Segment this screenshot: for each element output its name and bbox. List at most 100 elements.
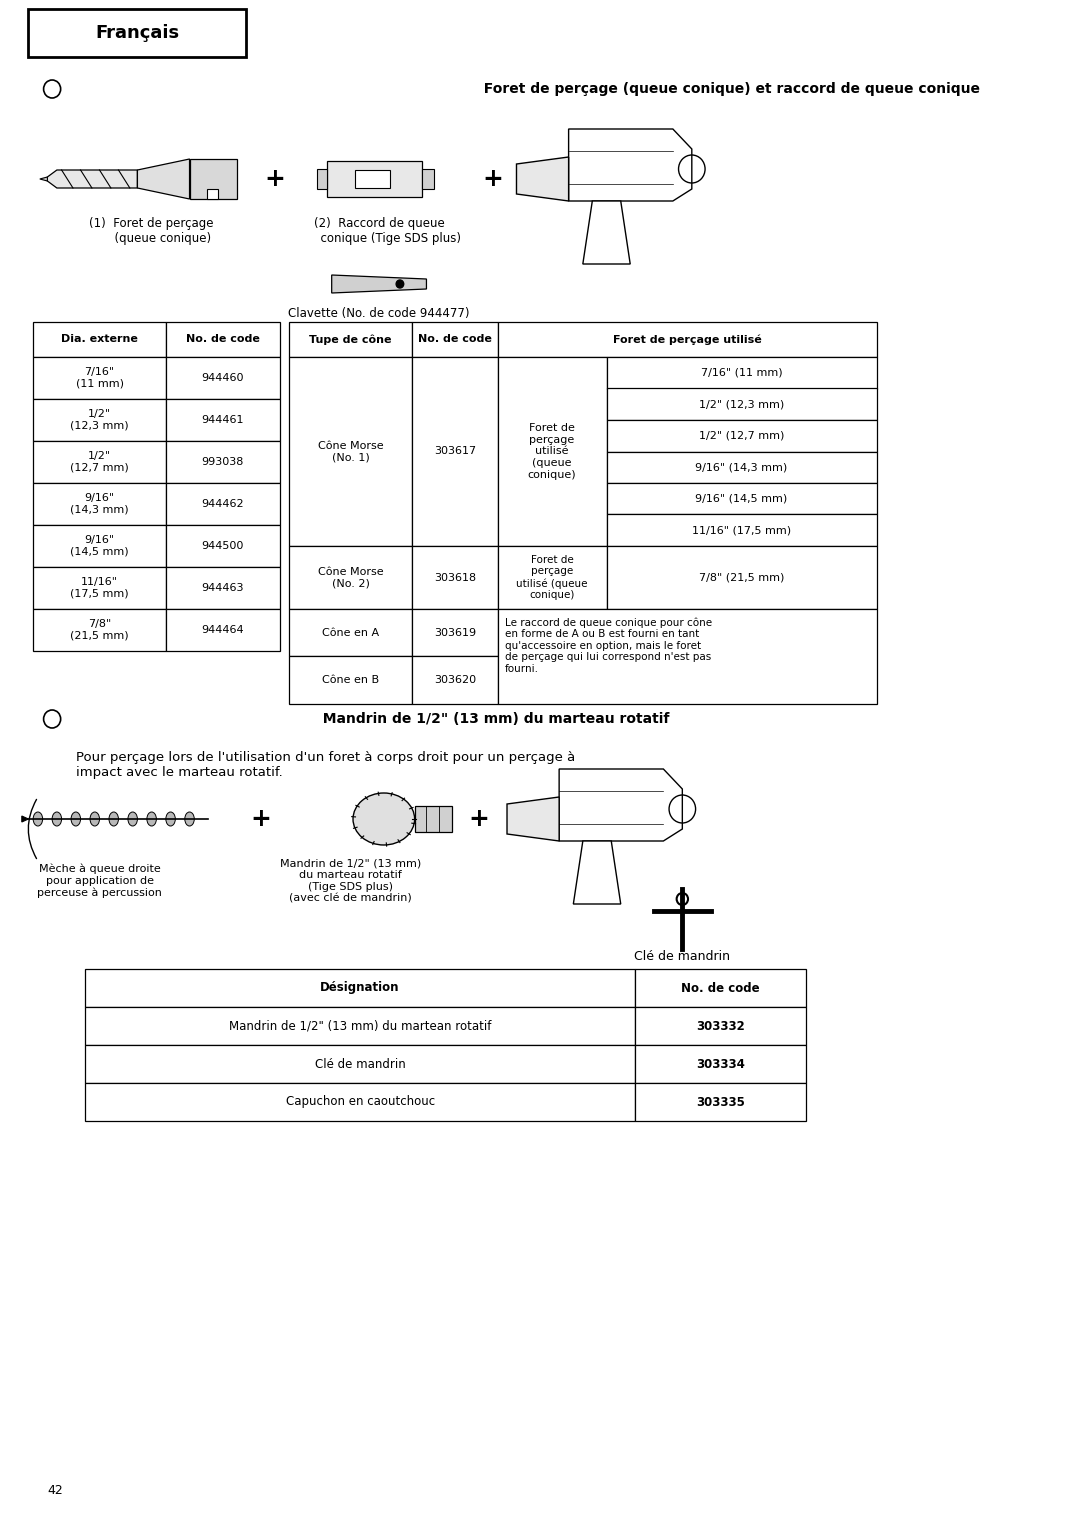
Text: +: + (483, 167, 503, 191)
Bar (85, 969, 635, 1008)
Ellipse shape (127, 812, 137, 826)
Text: 9/16" (14,5 mm): 9/16" (14,5 mm) (696, 494, 787, 503)
Bar (33, 440, 166, 483)
Bar (33, 483, 166, 524)
Bar (166, 567, 280, 609)
Text: No. de code: No. de code (186, 335, 259, 344)
Bar (289, 323, 413, 356)
Bar (413, 656, 498, 703)
Text: Cône Morse
(No. 2): Cône Morse (No. 2) (318, 567, 383, 589)
Text: 944500: 944500 (202, 541, 244, 550)
Text: Foret de perçage (queue conique) et raccord de queue conique: Foret de perçage (queue conique) et racc… (474, 83, 980, 96)
Text: Pour perçage lors de l'utilisation d'un foret à corps droit pour un perçage à
im: Pour perçage lors de l'utilisation d'un … (76, 751, 575, 778)
Text: 1/2"
(12,7 mm): 1/2" (12,7 mm) (70, 451, 129, 472)
Bar (166, 483, 280, 524)
Bar (607, 546, 877, 609)
Text: 303620: 303620 (434, 674, 476, 685)
Polygon shape (573, 841, 621, 904)
Text: 303334: 303334 (696, 1058, 745, 1070)
Text: Tupe de cône: Tupe de cône (309, 335, 392, 344)
Ellipse shape (166, 812, 175, 826)
Text: Le raccord de queue conique pour cône
en forme de A ou B est fourni en tant
qu'a: Le raccord de queue conique pour cône en… (505, 618, 712, 674)
Text: 9/16"
(14,5 mm): 9/16" (14,5 mm) (70, 535, 129, 557)
Bar (498, 323, 877, 356)
Text: 303618: 303618 (434, 572, 476, 583)
Text: 944461: 944461 (202, 414, 244, 425)
Polygon shape (507, 797, 559, 841)
Bar (166, 399, 280, 440)
Bar (166, 609, 280, 651)
Ellipse shape (52, 812, 62, 826)
Text: Mandrin de 1/2" (13 mm)
du marteau rotatif
(Tige SDS plus)
(avec clé de mandrin): Mandrin de 1/2" (13 mm) du marteau rotat… (280, 859, 421, 904)
Bar (166, 356, 280, 399)
Bar (607, 388, 877, 420)
Text: 7/16"
(11 mm): 7/16" (11 mm) (76, 367, 123, 388)
Text: 9/16"
(14,3 mm): 9/16" (14,3 mm) (70, 494, 129, 515)
Polygon shape (559, 769, 683, 841)
Bar (289, 656, 413, 703)
Bar (33, 524, 166, 567)
Text: 303619: 303619 (434, 627, 476, 638)
Text: 944464: 944464 (201, 625, 244, 635)
Bar (33, 609, 166, 651)
Bar (166, 524, 280, 567)
Text: 944463: 944463 (202, 583, 244, 593)
Bar (85, 1044, 635, 1083)
Bar (607, 356, 877, 388)
Ellipse shape (147, 812, 157, 826)
Bar (289, 546, 413, 609)
Text: Cône Morse
(No. 1): Cône Morse (No. 1) (318, 440, 383, 462)
Text: Français: Français (95, 24, 179, 41)
Polygon shape (355, 170, 391, 188)
Text: +: + (468, 807, 489, 830)
Text: Mandrin de 1/2" (13 mm) du marteau rotatif: Mandrin de 1/2" (13 mm) du marteau rotat… (313, 713, 670, 726)
Ellipse shape (185, 812, 194, 826)
Text: 303332: 303332 (696, 1020, 744, 1032)
Text: 11/16" (17,5 mm): 11/16" (17,5 mm) (692, 526, 792, 535)
Polygon shape (316, 170, 327, 190)
Text: 1/2"
(12,3 mm): 1/2" (12,3 mm) (70, 410, 129, 431)
Polygon shape (189, 159, 237, 199)
Text: +: + (251, 807, 271, 830)
Polygon shape (568, 128, 692, 200)
Polygon shape (421, 170, 434, 190)
Bar (413, 609, 498, 656)
Bar (635, 1008, 806, 1044)
Text: 944462: 944462 (201, 498, 244, 509)
Ellipse shape (109, 812, 119, 826)
Polygon shape (48, 170, 137, 188)
Polygon shape (137, 159, 189, 199)
Ellipse shape (90, 812, 99, 826)
Bar (607, 420, 877, 451)
Text: Clé de mandrin: Clé de mandrin (314, 1058, 405, 1070)
Ellipse shape (33, 812, 42, 826)
Bar (498, 356, 607, 546)
Polygon shape (206, 190, 218, 199)
Bar (498, 609, 877, 703)
Text: 11/16"
(17,5 mm): 11/16" (17,5 mm) (70, 578, 129, 599)
Bar (607, 483, 877, 514)
Text: Foret de
perçage
utilisé
(queue
conique): Foret de perçage utilisé (queue conique) (528, 424, 577, 480)
Text: No. de code: No. de code (680, 982, 759, 994)
Bar (289, 609, 413, 656)
Text: 303617: 303617 (434, 446, 476, 457)
Bar (85, 1008, 635, 1044)
Text: 303335: 303335 (696, 1095, 745, 1109)
Bar (289, 356, 413, 546)
Polygon shape (40, 177, 48, 180)
Bar (85, 1083, 635, 1121)
Text: Cône en B: Cône en B (322, 674, 379, 685)
Polygon shape (332, 275, 427, 294)
Text: Foret de
perçage
utilisé (queue
conique): Foret de perçage utilisé (queue conique) (516, 555, 588, 601)
Bar (635, 1083, 806, 1121)
Bar (166, 323, 280, 356)
Bar (635, 969, 806, 1008)
Bar (413, 323, 498, 356)
Polygon shape (583, 200, 631, 265)
Bar (33, 399, 166, 440)
Text: Mèche à queue droite
pour application de
perceuse à percussion: Mèche à queue droite pour application de… (37, 864, 162, 898)
Text: 7/8" (21,5 mm): 7/8" (21,5 mm) (699, 572, 784, 583)
Text: 42: 42 (48, 1485, 63, 1497)
Text: Clé de mandrin: Clé de mandrin (634, 951, 730, 963)
Text: +: + (265, 167, 285, 191)
